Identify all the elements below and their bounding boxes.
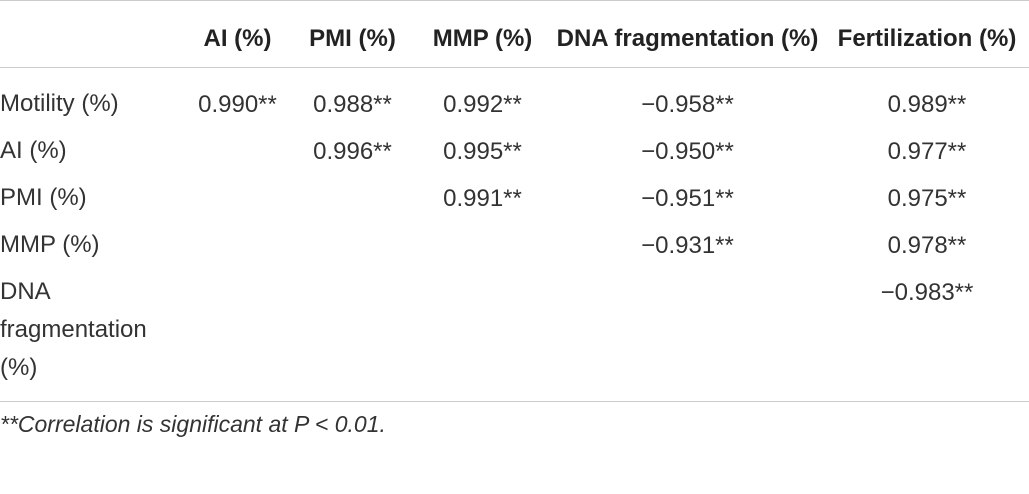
empty-cell xyxy=(415,222,550,269)
empty-cell xyxy=(290,222,415,269)
row-label: DNA fragmentation (%) xyxy=(0,278,147,381)
column-header: MMP (%) xyxy=(432,25,533,52)
table-row: AI (%) 0.996** 0.995** −0.950** 0.977** xyxy=(0,128,1029,175)
column-header: Fertilization (%) xyxy=(837,25,1017,52)
empty-cell xyxy=(415,269,550,402)
empty-cell xyxy=(185,222,290,269)
table-cell: −0.950** xyxy=(641,138,734,165)
table-cell: 0.991** xyxy=(443,185,522,212)
table-row: PMI (%) 0.991** −0.951** 0.975** xyxy=(0,175,1029,222)
table-cell: 0.978** xyxy=(887,232,967,259)
empty-cell xyxy=(290,175,415,222)
column-header: PMI (%) xyxy=(309,25,396,52)
column-header: DNA fragmentation (%) xyxy=(556,25,819,52)
table-cell: 0.995** xyxy=(443,138,522,165)
empty-cell xyxy=(290,269,415,402)
row-label: MMP (%) xyxy=(0,231,100,258)
table-body: Motility (%) 0.990** 0.988** 0.992** −0.958*… xyxy=(0,68,1029,402)
table-cell: 0.990** xyxy=(198,91,277,118)
table-cell: 0.996** xyxy=(313,138,392,165)
table-cell: 0.992** xyxy=(443,91,522,118)
table-cell: 0.977** xyxy=(887,138,967,165)
row-label: Motility (%) xyxy=(0,90,119,117)
empty-cell xyxy=(550,269,825,402)
empty-cell xyxy=(185,128,290,175)
table-cell: −0.951** xyxy=(641,185,734,212)
table-cell: 0.989** xyxy=(887,91,967,118)
table-row: DNA fragmentation (%) −0.983** xyxy=(0,269,1029,402)
table-row: MMP (%) −0.931** 0.978** xyxy=(0,222,1029,269)
footnote: **Correlation is significant at P < 0.01… xyxy=(0,411,386,437)
column-header: AI (%) xyxy=(203,25,272,52)
table-row: Motility (%) 0.990** 0.988** 0.992** −0.958*… xyxy=(0,68,1029,129)
table-cell: 0.975** xyxy=(887,185,967,212)
table-cell: 0.988** xyxy=(313,91,392,118)
table-cell: −0.931** xyxy=(641,232,734,259)
empty-cell xyxy=(185,175,290,222)
row-label: AI (%) xyxy=(0,137,67,164)
header-row: AI (%) PMI (%) MMP (%) DNA fragmentation (%… xyxy=(0,0,1029,68)
row-label: PMI (%) xyxy=(0,184,87,211)
table-cell: −0.958** xyxy=(641,91,734,118)
correlation-table: AI (%) PMI (%) MMP (%) DNA fragmentation (%… xyxy=(0,0,1029,402)
empty-cell xyxy=(185,269,290,402)
table-cell: −0.983** xyxy=(880,279,974,306)
corner-cell xyxy=(0,1,185,68)
